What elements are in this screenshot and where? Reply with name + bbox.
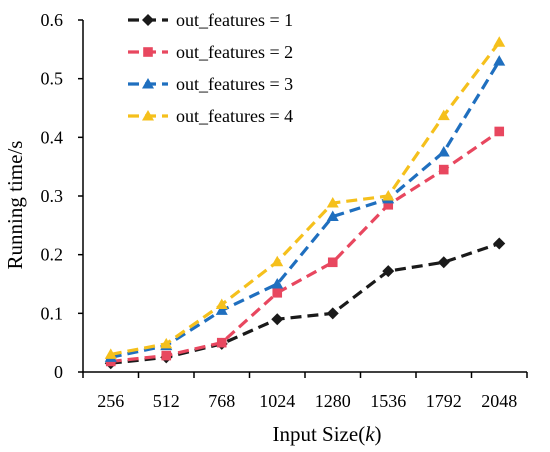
data-point [327,257,338,268]
data-point [437,256,450,269]
series-line [110,242,500,365]
series-4 [104,36,506,359]
legend-item: out_features = 1 [128,10,293,30]
y-tick-label: 0.3 [41,186,64,206]
legend-marker [142,14,154,26]
data-point [437,109,450,121]
x-tick-label: 1536 [370,391,406,411]
y-axis-label: Running time/s [3,141,27,270]
x-axis: 256 512 768 1024 1280 1536 1792 2048 [82,371,528,411]
legend: out_features = 1 out_features = 2 out_feat… [128,10,293,126]
data-point [326,210,339,222]
x-tick-label: 1280 [315,391,351,411]
legend-label: out_features = 2 [176,42,293,62]
x-tick-label: 512 [153,391,180,411]
legend-label: out_features = 1 [176,10,293,30]
data-point [382,190,395,201]
data-point [271,255,284,267]
data-point [493,36,506,47]
data-point [104,348,117,359]
data-point [160,337,173,349]
data-point [271,278,284,289]
legend-marker [142,78,154,89]
x-tick-label: 1792 [426,391,462,411]
legend-label: out_features = 3 [176,74,293,94]
data-point [326,197,339,208]
x-tick-label: 2048 [481,391,517,411]
y-tick-label: 0.1 [41,303,64,323]
data-point [382,265,395,278]
data-point [383,200,394,210]
legend-item: out_features = 3 [128,74,293,94]
series-line [110,41,501,356]
y-tick-label: 0.5 [41,69,64,89]
data-point [161,350,172,361]
y-tick-label: 0.6 [41,10,64,30]
data-point [215,304,228,315]
legend-marker [142,110,154,121]
series-3 [104,55,506,362]
legend-marker [143,47,153,57]
data-point [437,146,450,157]
legend-item: out_features = 2 [128,42,293,62]
data-point [326,307,339,320]
x-axis-label: Input Size(k) [272,422,381,446]
y-axis: 0 0.1 0.2 0.3 0.4 0.5 0.6 [41,10,84,382]
legend-label: out_features = 4 [176,106,293,126]
data-point [215,298,228,310]
data-point [438,164,449,175]
data-point [271,313,284,326]
data-point [272,288,283,298]
series-2 [105,126,505,367]
data-point [493,55,506,66]
data-point [494,126,505,137]
y-tick-label: 0.4 [41,127,64,147]
y-tick-label: 0.2 [41,245,64,265]
data-point [216,337,227,348]
data-point [493,237,506,250]
legend-item: out_features = 4 [128,106,293,126]
series-line [110,60,501,359]
x-tick-label: 768 [208,391,235,411]
y-tick-label: 0 [54,362,63,382]
series-layer [104,36,506,370]
x-tick-label: 256 [97,391,124,411]
x-tick-label: 1024 [259,391,295,411]
